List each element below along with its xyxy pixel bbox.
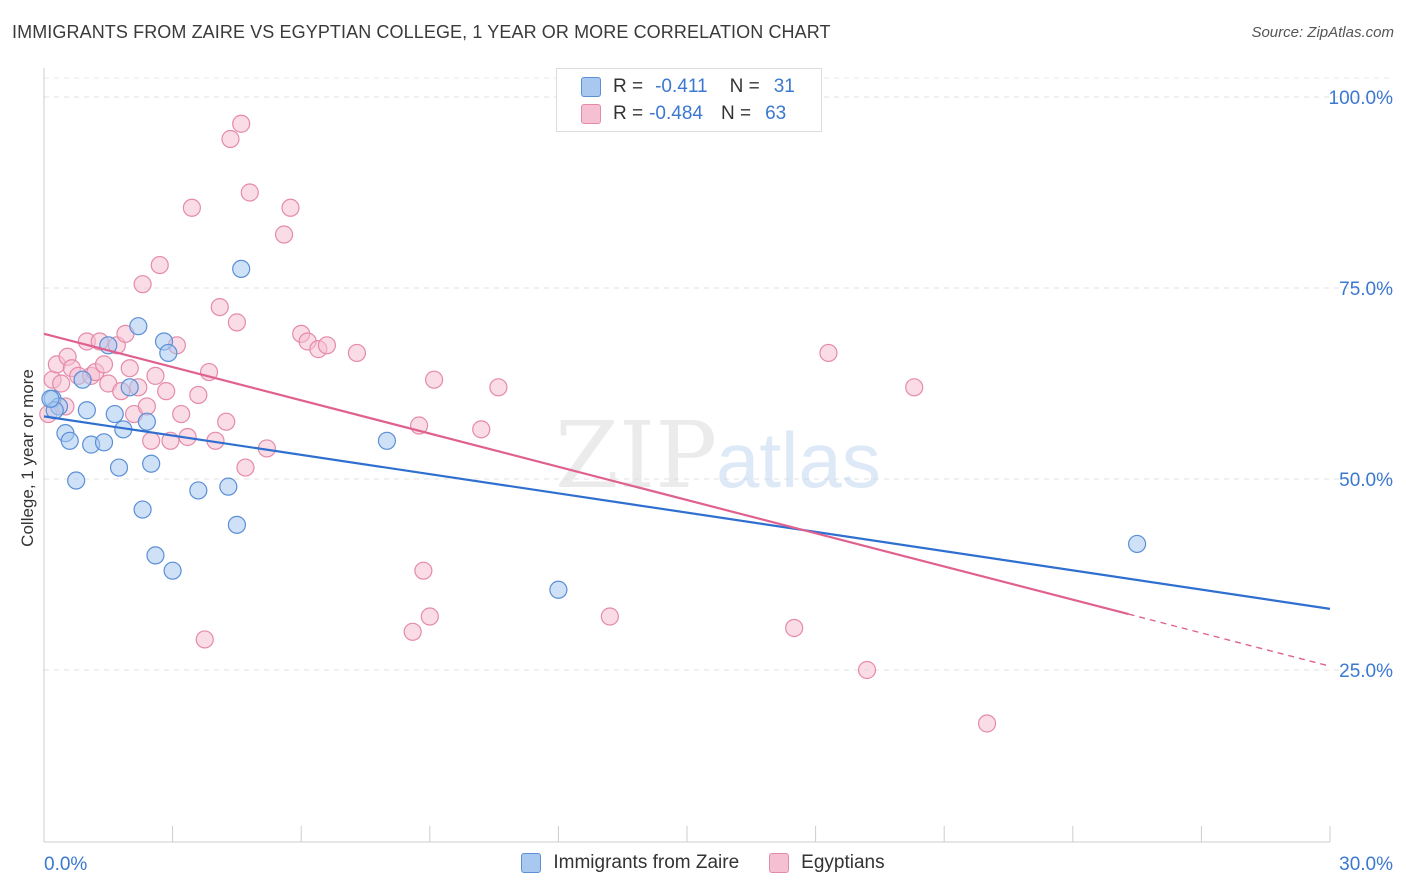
zaire-point <box>549 580 568 599</box>
egyptian-point <box>472 420 491 439</box>
y-tick-label: 50.0% <box>1339 470 1393 491</box>
zaire-point <box>146 546 165 565</box>
egyptian-point <box>182 198 201 217</box>
egyptian-point <box>137 397 156 416</box>
tick-labels: 25.0% 50.0% 75.0% 100.0% 0.0% 30.0% <box>44 88 1393 875</box>
zaire-trend-line <box>43 415 1331 610</box>
zaire-point <box>73 370 92 389</box>
egyptian-point <box>420 607 439 626</box>
y-tick-label: 100.0% <box>1329 88 1394 109</box>
legend-n-value: 31 <box>773 76 795 97</box>
egyptian-point <box>146 366 165 385</box>
legend-item-zaire[interactable]: Immigrants from Zaire <box>521 852 739 874</box>
legend-n-value: 63 <box>765 103 787 124</box>
watermark-zip: ZIP <box>555 402 717 509</box>
egyptian-point <box>905 378 924 397</box>
legend-row-egyptians: R = -0.484 N = 63 <box>581 101 786 127</box>
egyptian-point <box>403 622 422 641</box>
zaire-point <box>41 389 60 408</box>
zaire-point <box>159 343 178 363</box>
watermark-atlas: atlas <box>716 416 881 504</box>
egyptian-trend-line <box>43 332 1129 616</box>
zaire-point <box>142 454 161 473</box>
egyptian-point <box>221 129 240 149</box>
egyptian-point <box>414 561 433 580</box>
zaire-point <box>227 515 246 534</box>
egyptian-point <box>150 255 169 275</box>
legend-r-label: R = <box>613 103 644 124</box>
egyptian-point <box>157 382 176 401</box>
legend-r-value: -0.411 <box>655 76 708 97</box>
zaire-point <box>105 404 124 424</box>
egyptian-point <box>317 336 337 355</box>
legend-r-value: -0.484 <box>649 103 703 124</box>
zaire-point <box>67 471 86 490</box>
egyptian-point <box>120 359 139 378</box>
zaire-point <box>109 458 129 477</box>
egyptian-point <box>977 714 997 733</box>
zaire-point <box>219 477 238 496</box>
trend-lines <box>43 332 1331 667</box>
legend-label-egyptians: Egyptians <box>801 852 885 873</box>
egyptian-point <box>236 458 255 477</box>
zaire-point <box>120 378 139 397</box>
legend-n-label: N = <box>729 76 760 97</box>
zaire-point <box>77 401 96 420</box>
watermark: ZIP atlas <box>555 402 881 509</box>
egyptian-point <box>424 370 444 389</box>
legend-label-zaire: Immigrants from Zaire <box>553 852 740 873</box>
x-tick-label: 30.0% <box>1339 854 1393 875</box>
legend-swatch-zaire <box>521 853 542 873</box>
egyptian-point <box>210 298 229 317</box>
stats-legend: R = -0.411 N = 31 R = -0.484 N = 63 <box>556 68 822 132</box>
egyptian-point <box>195 630 214 649</box>
egyptian-point <box>819 343 838 363</box>
y-tick-label: 75.0% <box>1339 279 1393 300</box>
egyptian-point <box>227 313 246 332</box>
egyptian-point <box>52 374 71 393</box>
chart-title: IMMIGRANTS FROM ZAIRE VS EGYPTIAN COLLEG… <box>12 22 831 42</box>
egyptian-point <box>217 412 236 431</box>
zaire-point <box>129 317 148 336</box>
zaire-point <box>94 433 114 452</box>
series-legend: Immigrants from Zaire Egyptians <box>0 852 1406 874</box>
egyptian-point <box>133 275 152 294</box>
egyptian-point <box>274 225 294 244</box>
egyptian-trend-extension <box>1128 613 1331 667</box>
legend-n-label: N = <box>720 103 752 124</box>
zaire-point <box>1127 534 1147 554</box>
legend-swatch-egyptians <box>769 853 790 873</box>
legend-item-egyptians[interactable]: Egyptians <box>769 852 885 874</box>
zaire-point <box>189 481 208 500</box>
egyptian-point <box>142 431 161 450</box>
legend-swatch-egyptians <box>581 104 601 124</box>
egyptian-point <box>94 355 114 374</box>
zaire-point <box>163 561 182 580</box>
legend-row-zaire: R = -0.411 N = 31 <box>581 74 795 100</box>
zaire-point <box>137 412 156 431</box>
egyptian-point <box>232 114 251 133</box>
egyptian-point <box>600 607 619 626</box>
egyptian-point <box>857 660 877 680</box>
chart-source: Source: ZipAtlas.com <box>1251 24 1394 41</box>
egyptian-point <box>785 618 804 638</box>
y-tick-label: 25.0% <box>1339 661 1393 682</box>
egyptian-point <box>240 183 259 202</box>
zaire-point <box>133 500 152 519</box>
zaire-point <box>232 259 251 278</box>
zaire-point <box>60 431 79 450</box>
egyptian-point <box>189 385 208 405</box>
series-zaire-points <box>41 259 1147 599</box>
legend-r-label: R = <box>613 76 644 97</box>
x-tick-label: 0.0% <box>44 854 87 875</box>
gridlines <box>44 77 1392 671</box>
egyptian-point <box>281 198 300 217</box>
egyptian-point <box>172 404 191 424</box>
legend-swatch-zaire <box>581 77 601 97</box>
egyptian-point <box>489 378 508 397</box>
zaire-point <box>377 431 397 450</box>
egyptian-point <box>347 343 367 363</box>
axes <box>43 68 1331 843</box>
